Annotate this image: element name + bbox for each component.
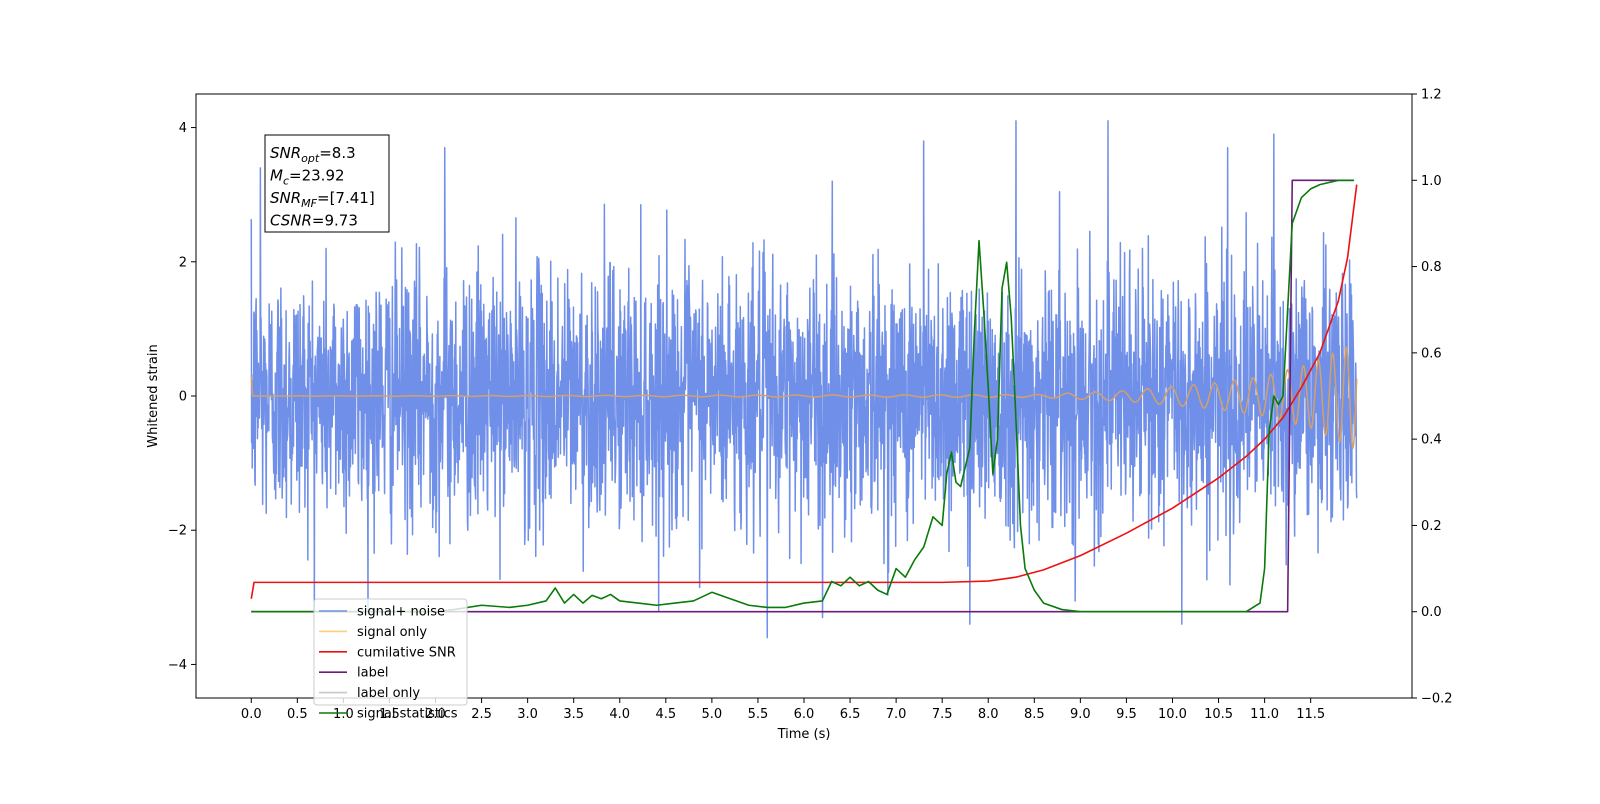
- x-tick-label: 6.5: [840, 707, 861, 722]
- y-left-tick-label: 2: [179, 255, 187, 270]
- y-left-tick-label: −4: [168, 658, 187, 673]
- stats-subscript: MF: [301, 197, 317, 210]
- stats-value: =[7.41]: [317, 189, 375, 207]
- x-axis-label: Time (s): [777, 727, 831, 742]
- legend-entry-label: signal+ noise: [357, 605, 445, 620]
- legend-entry-label: label: [357, 666, 388, 681]
- stats-value: =23.92: [289, 167, 345, 185]
- x-tick-label: 4.5: [655, 707, 676, 722]
- y-right-tick-label: 0.4: [1421, 433, 1442, 448]
- stats-subscript: opt: [301, 152, 320, 165]
- x-tick-label: 7.0: [886, 707, 907, 722]
- x-tick-label: 8.5: [1024, 707, 1045, 722]
- legend-entry-label: signal only: [357, 625, 427, 640]
- y-left-tick-label: −2: [168, 524, 187, 539]
- series-label-line: [251, 179, 1354, 613]
- legend-frame: [313, 598, 468, 706]
- x-tick-label: 7.5: [932, 707, 953, 722]
- stats-line: Mc=23.92: [270, 167, 345, 188]
- stats-line: SNRopt=8.3: [270, 144, 356, 165]
- x-tick-label: 5.0: [702, 707, 723, 722]
- x-tick-label: 0.5: [287, 707, 308, 722]
- y-right-tick-label: 1.2: [1421, 88, 1442, 103]
- x-tick-label: 5.5: [748, 707, 769, 722]
- series-signal-statistics-line: [251, 179, 1354, 613]
- stats-value: =9.73: [312, 212, 358, 230]
- y-right-tick-label: 0.0: [1421, 605, 1442, 620]
- x-tick-label: 3.5: [563, 707, 584, 722]
- x-tick-label: 10.5: [1204, 707, 1233, 722]
- y-right-tick-label: −0.2: [1421, 692, 1453, 707]
- stats-box-frame: [264, 134, 390, 233]
- stats-subscript: c: [283, 175, 289, 188]
- y-left-tick-label: 4: [179, 121, 187, 136]
- x-tick-label: 9.0: [1070, 707, 1091, 722]
- y-right-tick-label: 0.2: [1421, 519, 1442, 534]
- y-right-tick-label: 0.8: [1421, 260, 1442, 275]
- y-axis-label: Whitened strain: [146, 344, 161, 447]
- legend-entry-label: label only: [357, 686, 420, 701]
- stats-symbol: CSNR: [270, 212, 312, 230]
- x-tick-label: 1.0: [333, 707, 354, 722]
- legend: signal+ noise signal only cumilative SNR la…: [313, 598, 468, 722]
- x-tick-label: 2.5: [471, 707, 492, 722]
- stats-symbol: SNR: [270, 189, 301, 207]
- x-tick-label: 10.0: [1158, 707, 1187, 722]
- x-tick-label: 11.5: [1296, 707, 1325, 722]
- stats-line: SNRMF=[7.41]: [270, 189, 375, 210]
- stats-value: =8.3: [319, 144, 355, 162]
- y-left-tick-label: 0: [179, 390, 187, 405]
- x-tick-label: 1.5: [379, 707, 400, 722]
- x-tick-label: 4.0: [609, 707, 630, 722]
- plot-lines: [250, 120, 1358, 639]
- y-right-tick-label: 1.0: [1421, 174, 1442, 189]
- x-tick-label: 6.0: [794, 707, 815, 722]
- series-signal-noise-line: [250, 120, 1358, 639]
- series-signal-only-line: [250, 346, 1358, 449]
- stats-symbol: SNR: [270, 144, 301, 162]
- x-tick-label: 2.0: [425, 707, 446, 722]
- legend-entry-label: signal statistics: [357, 707, 458, 722]
- x-tick-label: 3.0: [517, 707, 538, 722]
- x-tick-label: 11.0: [1250, 707, 1279, 722]
- plot-area: 0.0 0.5 1.0 1.5 2.0 2.5 3.0 3.5 4.0 4.5 5.0 5.5 6.0 6…: [168, 88, 1453, 723]
- x-tick-label: 9.5: [1116, 707, 1137, 722]
- x-tick-label: 0.0: [241, 707, 262, 722]
- x-tick-label: 8.0: [978, 707, 999, 722]
- legend-entry-label: cumilative SNR: [357, 645, 456, 660]
- y-right-tick-label: 0.6: [1421, 346, 1442, 361]
- series-cumulative-snr-line: [250, 184, 1358, 599]
- stats-symbol: M: [270, 167, 283, 185]
- stats-line: CSNR=9.73: [270, 212, 358, 230]
